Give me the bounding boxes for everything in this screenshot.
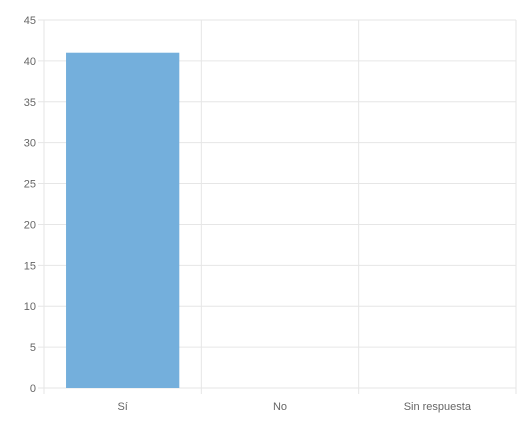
y-tick-label: 15 [24,260,36,272]
y-tick-label: 10 [24,301,36,313]
x-tick-label: No [273,401,287,413]
bars [66,52,180,388]
y-tick-label: 30 [24,138,36,150]
x-tick-label: Sí [117,401,127,413]
y-tick-label: 35 [24,97,36,109]
bar-0[interactable] [66,52,180,388]
y-tick-label: 25 [24,179,36,191]
x-tick-label: Sin respuesta [404,401,472,413]
y-tick-label: 40 [24,56,36,68]
chart-title-area [0,0,526,8]
axes: 0 5 10 15 20 25 30 35 40 45 Sí No Sin respuesta [24,15,472,413]
y-tick-label: 20 [24,219,36,231]
y-tick-label: 5 [30,342,36,354]
y-tick-label: 0 [30,383,36,395]
y-tick-label: 45 [24,15,36,27]
